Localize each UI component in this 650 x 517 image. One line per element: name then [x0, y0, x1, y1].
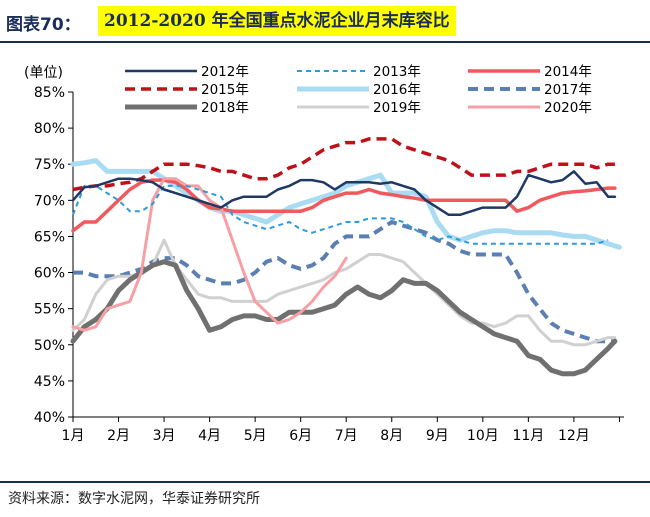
legend-label: 2017年: [544, 82, 592, 98]
x-tick-label: 4月: [198, 428, 221, 444]
x-tick-label: 5月: [244, 428, 267, 444]
legend-label: 2018年: [201, 100, 249, 116]
series-line-2012年: [71, 170, 617, 217]
y-tick-label: 80%: [34, 121, 65, 137]
series-layer: [70, 137, 622, 377]
line-chart: 40% 45% 50% 55% 60% 65% 70% 75% 80% 85% (单位) 1月 2月 3月…: [24, 64, 624, 444]
legend-label: 2020年: [544, 100, 592, 116]
series-line-2017年: [73, 220, 615, 344]
x-tick-label: 12月: [558, 428, 590, 444]
y-tick-label: 65%: [34, 229, 65, 245]
figure-title: 2012-2020 年全国重点水泥企业月末库容比: [98, 6, 456, 36]
x-tick-label: 7月: [335, 428, 358, 444]
header-rule: [0, 41, 650, 43]
figure-label: 图表70：: [6, 15, 81, 35]
x-tick-label: 1月: [62, 428, 85, 444]
legend-label: 2015年: [201, 82, 249, 98]
x-tick-label: 11月: [512, 428, 544, 444]
y-axis-unit: (单位): [24, 65, 63, 81]
source-note: 资料来源：数字水泥网，华泰证券研究所: [8, 491, 260, 507]
x-tick-label: 3月: [153, 428, 176, 444]
figure-header: 图表70： 2012-2020 年全国重点水泥企业月末库容比: [0, 0, 650, 44]
x-tick-label: 8月: [380, 428, 403, 444]
footer-rule: [0, 481, 650, 483]
y-tick-label: 45%: [34, 374, 65, 390]
y-tick-label: 60%: [34, 266, 65, 282]
y-tick-label: 75%: [34, 157, 65, 173]
y-tick-label: 40%: [34, 410, 65, 426]
y-tick-label: 50%: [34, 338, 65, 354]
y-tick-label: 85%: [34, 85, 65, 101]
x-tick-label: 6月: [289, 428, 312, 444]
y-tick-label: 70%: [34, 193, 65, 209]
legend-label: 2019年: [373, 100, 421, 116]
x-tick-label: 2月: [107, 428, 130, 444]
legend-label: 2013年: [373, 64, 421, 80]
series-line-2016年: [70, 158, 622, 250]
series-line-2018年: [70, 259, 618, 377]
series-line-2015年: [72, 137, 615, 192]
x-tick-label: 9月: [426, 428, 449, 444]
legend-label: 2014年: [544, 64, 592, 80]
y-tick-label: 55%: [34, 302, 65, 318]
chart-axes: 40% 45% 50% 55% 60% 65% 70% 75% 80% 85% (单位) 1月 2月 3月…: [24, 65, 624, 444]
x-tick-label: 10月: [467, 428, 499, 444]
legend-label: 2016年: [373, 82, 421, 98]
legend-label: 2012年: [201, 64, 249, 80]
chart-legend: 2012年 2013年 2014年 2015年 2016年 2017年 2018年 2019年…: [125, 64, 592, 116]
series-line-2019年: [71, 238, 617, 347]
series-line-2020年: [71, 177, 348, 332]
